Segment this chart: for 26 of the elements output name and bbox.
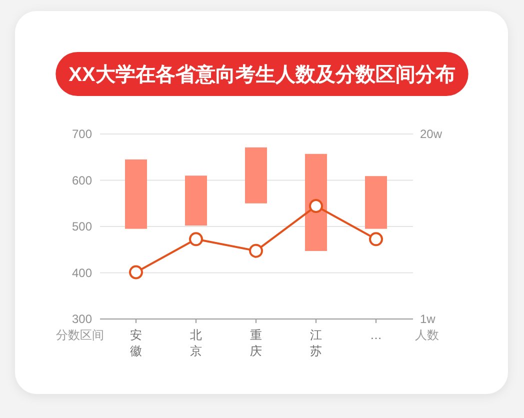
- y-tick-label: 600: [72, 173, 92, 188]
- y-axis-title: 分数区间: [56, 328, 104, 342]
- bar: [305, 154, 327, 252]
- y2-axis-title: 人数: [415, 328, 439, 342]
- bar: [365, 176, 387, 229]
- y2-tick-label: 20w: [420, 127, 442, 141]
- point: [309, 199, 323, 214]
- title: XX大学在各省意向考生人数及分数区间分布: [56, 52, 468, 96]
- x-tick-label: 重庆: [250, 328, 262, 358]
- y-tick-label: 700: [72, 127, 92, 141]
- x-tick-label: 安徽: [130, 328, 142, 358]
- x-tick-label: …: [370, 328, 382, 342]
- point: [369, 232, 383, 246]
- chart-title: XX大学在各省意向考生人数及分数区间分布: [68, 63, 456, 86]
- y-tick-label: 300: [72, 312, 92, 326]
- point: [249, 244, 263, 258]
- bar: [125, 159, 147, 229]
- bar: [245, 147, 267, 204]
- y-tick-label: 400: [72, 266, 92, 280]
- x-tick-label: 江苏: [310, 328, 322, 358]
- x-tick-label: 北京: [190, 328, 202, 358]
- bar: [185, 176, 207, 226]
- y2-tick-label: 1w: [420, 312, 436, 326]
- point: [129, 265, 143, 280]
- point: [189, 232, 203, 246]
- y-tick-label: 500: [72, 220, 92, 234]
